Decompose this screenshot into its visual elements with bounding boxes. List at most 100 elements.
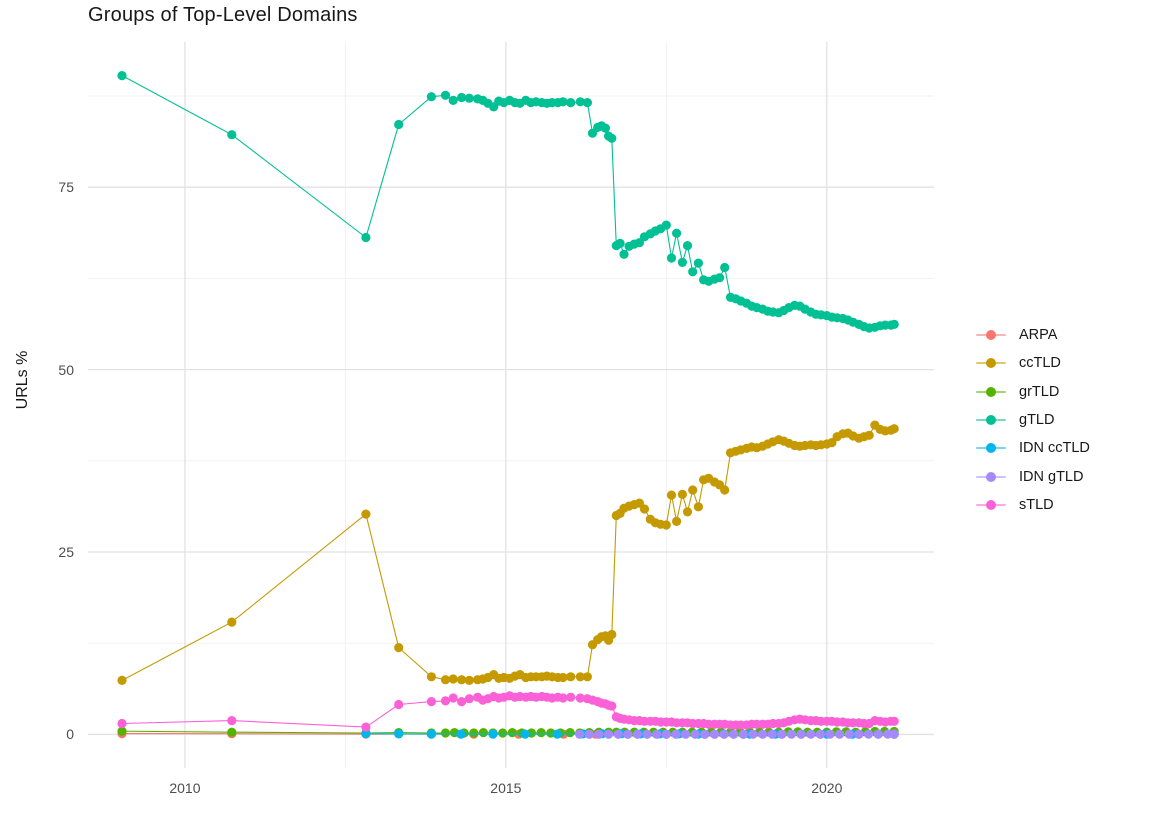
data-point [498,728,508,738]
data-point [767,729,777,739]
data-point [652,729,662,739]
data-point [117,718,127,729]
legend-key-dot [986,330,996,341]
data-point [889,319,899,329]
data-point [448,693,458,703]
legend: ARPA ccTLD grTLD gTLD IDN ccTLD IDN gTLD sTLD [976,321,1090,519]
y-tick-label: 75 [58,179,74,196]
legend-key-icon [976,471,1006,483]
data-point [575,672,585,682]
legend-key-dot [986,386,996,397]
data-point [604,729,614,739]
legend-key-icon [976,329,1006,341]
data-point [719,729,729,739]
data-point [488,729,498,739]
data-point [464,93,474,103]
data-point [827,438,837,448]
data-point [566,98,576,108]
data-point [552,729,562,739]
data-point [758,729,768,739]
legend-key-dot [986,499,996,510]
data-point [440,675,451,685]
data-point [558,693,568,703]
legend-key-icon [976,414,1006,426]
data-point [227,617,237,627]
data-point [478,728,488,738]
legend-label: ccTLD [1019,355,1061,372]
data-point [854,729,864,739]
x-tick-label: 2010 [169,780,201,796]
data-point [738,729,749,739]
data-point [693,502,704,512]
legend-key-icon [976,442,1006,454]
data-point [720,485,730,495]
data-point [889,424,899,434]
data-point [607,629,617,640]
data-point [844,729,854,739]
data-point [469,728,479,738]
data-point [632,729,643,739]
data-point [681,729,691,739]
data-point [565,728,575,738]
legend-label: gTLD [1019,412,1055,429]
data-point [457,675,467,685]
data-point [582,98,593,108]
data-point [361,729,371,739]
legend-item-idn-cctld: IDN ccTLD [976,434,1090,462]
data-point [715,273,725,283]
data-point [666,490,677,500]
data-point [688,267,698,277]
y-tick-label: 25 [58,544,74,561]
data-point [748,729,758,739]
data-point [426,92,436,102]
x-tick-label: 2020 [811,780,843,796]
data-point [777,729,787,739]
data-point [558,672,568,683]
chart-title: Groups of Top-Level Domains [88,4,358,26]
data-point [688,485,698,495]
legend-key-icon [976,386,1006,398]
data-point [671,729,681,739]
data-point [677,257,688,267]
data-point [682,507,693,517]
data-point [394,699,404,710]
data-point [227,727,237,737]
data-point [426,729,436,739]
data-point [796,729,806,739]
y-tick-label: 0 [66,726,74,743]
data-point [507,728,517,738]
data-point [440,728,451,738]
data-point [639,504,650,514]
data-point [661,220,671,230]
data-point [682,241,693,251]
legend-key-dot [986,443,996,454]
data-point [361,722,371,732]
data-point [394,729,404,739]
data-point [575,729,585,739]
data-point [889,729,899,739]
series-line-gtld [121,75,895,329]
legend-label: ARPA [1019,327,1058,344]
data-point [863,729,874,739]
data-point [582,672,593,682]
data-point [607,133,617,143]
x-tick-label: 2015 [490,780,522,796]
data-point [615,238,625,248]
data-point [873,729,883,739]
legend-key-icon [976,499,1006,511]
data-point [677,489,688,499]
data-point [464,675,474,686]
data-point [600,123,611,133]
data-point [227,130,237,140]
data-point [575,693,585,703]
legend-key-dot [986,471,996,482]
data-point [642,729,652,739]
data-point [361,509,371,519]
legend-item-grtld: grTLD [976,378,1090,406]
data-point [835,729,845,739]
data-point [864,430,874,440]
legend-label: sTLD [1019,496,1054,513]
data-point [815,729,826,739]
legend-item-idn-gtld: IDN gTLD [976,462,1090,490]
